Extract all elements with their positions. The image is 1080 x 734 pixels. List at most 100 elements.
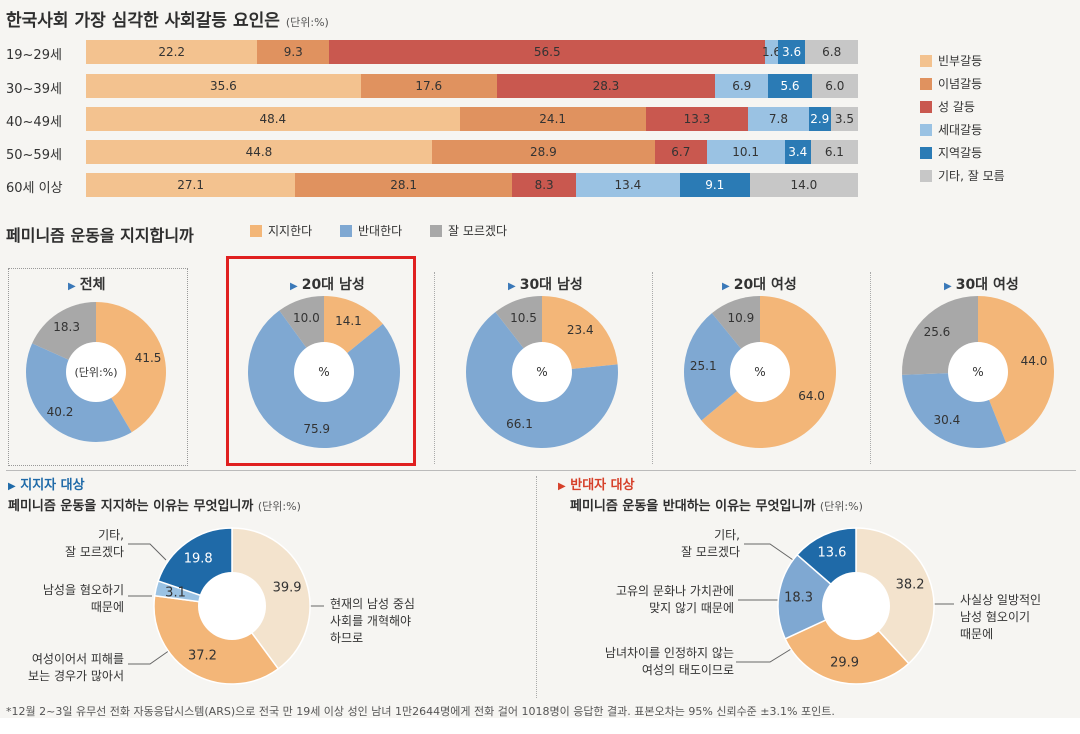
legend-item: 세대갈등 xyxy=(920,121,982,138)
bar-segment: 7.8 xyxy=(748,107,809,131)
pie-title-text: 30대 여성 xyxy=(955,277,1019,293)
support-pie-hole xyxy=(512,342,572,402)
bar-segment: 17.6 xyxy=(360,74,497,98)
legend-label: 잘 모르겠다 xyxy=(448,224,508,238)
pie-value-label: 23.4 xyxy=(566,322,594,337)
legend-label: 이념갈등 xyxy=(938,77,983,91)
divider xyxy=(870,272,871,464)
oppose-reason-value-label: 18.3 xyxy=(784,590,814,606)
bar-segment: 28.3 xyxy=(496,74,716,98)
oppose-label-other: 기타, 잘 모르겠다 xyxy=(680,528,740,559)
legend-label: 빈부갈등 xyxy=(938,54,983,68)
support-pie-hole xyxy=(730,342,790,402)
overall-pie-frame xyxy=(8,268,188,466)
pie-section-title: 페미니즘 운동을 지지합니까 xyxy=(6,226,194,245)
legend-swatch xyxy=(920,169,932,182)
divider xyxy=(536,476,537,698)
oppose-reason-pie-hole xyxy=(822,572,890,640)
support-label-reform: 현재의 남성 중심 사회를 개혁해야 하므로 xyxy=(330,597,415,645)
triangle-icon: ▶ xyxy=(68,281,76,292)
pie-value-label: 14.1 xyxy=(335,313,362,328)
pie-value-label: 10.0 xyxy=(293,310,320,325)
triangle-icon: ▶ xyxy=(290,281,298,292)
pie-title: ▶ 20대 여성 xyxy=(722,274,797,294)
pie-title-text: 30대 남성 xyxy=(519,277,583,293)
pie-value-label: 75.9 xyxy=(303,421,331,436)
oppose-reason-value-label: 13.6 xyxy=(817,545,847,561)
legend-swatch xyxy=(340,224,352,237)
divider xyxy=(652,272,653,464)
legend-label: 지지한다 xyxy=(268,224,313,238)
bar-segment: 44.8 xyxy=(86,140,432,164)
support-pie-hole xyxy=(948,342,1008,402)
bar-chart-title: 한국사회 가장 심각한 사회갈등 요인은 (단위:%) xyxy=(6,11,329,31)
bar-category-label: 30~39세 xyxy=(6,82,62,97)
bar-segment: 2.9 xyxy=(808,107,831,131)
triangle-icon: ▶ xyxy=(558,481,566,492)
bar-segment: 13.4 xyxy=(576,173,680,197)
bar-row: 35.6 17.6 28.3 6.9 5.6 6.0 xyxy=(86,74,858,98)
support-reason-value-label: 3.1 xyxy=(165,585,186,601)
legend-swatch xyxy=(920,146,932,159)
legend-label: 성 갈등 xyxy=(938,100,975,114)
legend-swatch xyxy=(920,77,932,90)
bar-segment: 3.6 xyxy=(777,40,806,64)
bar-segment: 28.9 xyxy=(431,140,655,164)
pie-title: ▶ 30대 남성 xyxy=(508,274,583,294)
bottom-strip xyxy=(0,718,1080,734)
pie-legend-item: 반대한다 xyxy=(340,222,402,239)
bar-segment: 48.4 xyxy=(86,107,460,131)
pie-center-label: % xyxy=(754,365,766,379)
support-reason-pie-hole xyxy=(198,572,266,640)
bar-segment: 3.5 xyxy=(830,107,858,131)
oppose-reason-pie-slice xyxy=(777,553,858,640)
pie-value-label: 18.3 xyxy=(53,319,80,334)
oppose-label-hate: 사실상 일방적인 남성 혐오이기 때문에 xyxy=(960,593,1042,641)
bar-row: 44.8 28.9 6.7 10.1 3.4 6.1 xyxy=(86,140,858,164)
support-label-hate-men: 남성을 혐오하기 때문에 xyxy=(42,583,124,614)
legend-item: 성 갈등 xyxy=(920,98,975,115)
support-pie-hole xyxy=(66,342,126,402)
footnote: *12월 2~3일 유무선 전화 자동응답시스템(ARS)으로 전국 만 19세… xyxy=(6,705,835,718)
bar-category-label: 40~49세 xyxy=(6,115,62,130)
support-reason-pie-slice xyxy=(153,594,280,685)
oppose-label-culture: 고유의 문화나 가치관에 맞지 않기 때문에 xyxy=(615,584,734,615)
pie-center-label: % xyxy=(318,365,330,379)
pie-value-label: 10.9 xyxy=(727,311,755,326)
bar-category-label: 50~59세 xyxy=(6,148,62,163)
oppose-title: 페미니즘 운동을 반대하는 이유는 무엇입니까 (단위:%) xyxy=(570,499,863,514)
legend-item: 지역갈등 xyxy=(920,144,982,161)
bar-segment: 35.6 xyxy=(86,74,361,98)
legend-swatch xyxy=(250,224,262,237)
pie-value-label: 25.6 xyxy=(923,325,951,340)
support-unit: (단위:%) xyxy=(257,500,301,513)
pie-value-label: 66.1 xyxy=(506,417,533,432)
oppose-reason-pie-slice xyxy=(855,527,935,665)
support-tag: ▶ 지지자 대상 xyxy=(8,478,85,493)
highlight-box xyxy=(226,256,416,466)
triangle-icon: ▶ xyxy=(944,281,952,292)
pie-center-label: (단위:%) xyxy=(74,366,118,379)
bar-segment: 6.8 xyxy=(805,40,858,64)
legend-swatch xyxy=(920,54,932,67)
bar-segment: 6.9 xyxy=(715,74,769,98)
bar-segment: 6.0 xyxy=(811,74,858,98)
bar-segment: 9.1 xyxy=(679,173,750,197)
bar-row: 22.2 9.3 56.5 1.6 3.6 6.8 xyxy=(86,40,858,64)
support-pie-slice xyxy=(978,296,1055,443)
triangle-icon: ▶ xyxy=(8,481,16,492)
bar-segment: 1.6 xyxy=(762,40,781,64)
bar-segment: 9.3 xyxy=(257,40,330,64)
support-label-victim: 여성이어서 피해를 보는 경우가 많아서 xyxy=(28,652,124,683)
pie-value-label: 64.0 xyxy=(798,389,825,404)
pie-title: ▶ 전체 xyxy=(68,274,105,294)
support-pie-slice xyxy=(96,302,167,433)
pie-title-text: 20대 남성 xyxy=(301,277,365,293)
oppose-tag: ▶ 반대자 대상 xyxy=(558,478,635,493)
pie-value-label: 40.2 xyxy=(46,405,74,420)
triangle-icon: ▶ xyxy=(722,281,730,292)
oppose-reason-value-label: 29.9 xyxy=(830,655,860,671)
bar-segment: 6.1 xyxy=(810,140,858,164)
oppose-label-difference: 남녀차이를 인정하지 않는 여성의 태도이므로 xyxy=(604,646,734,677)
